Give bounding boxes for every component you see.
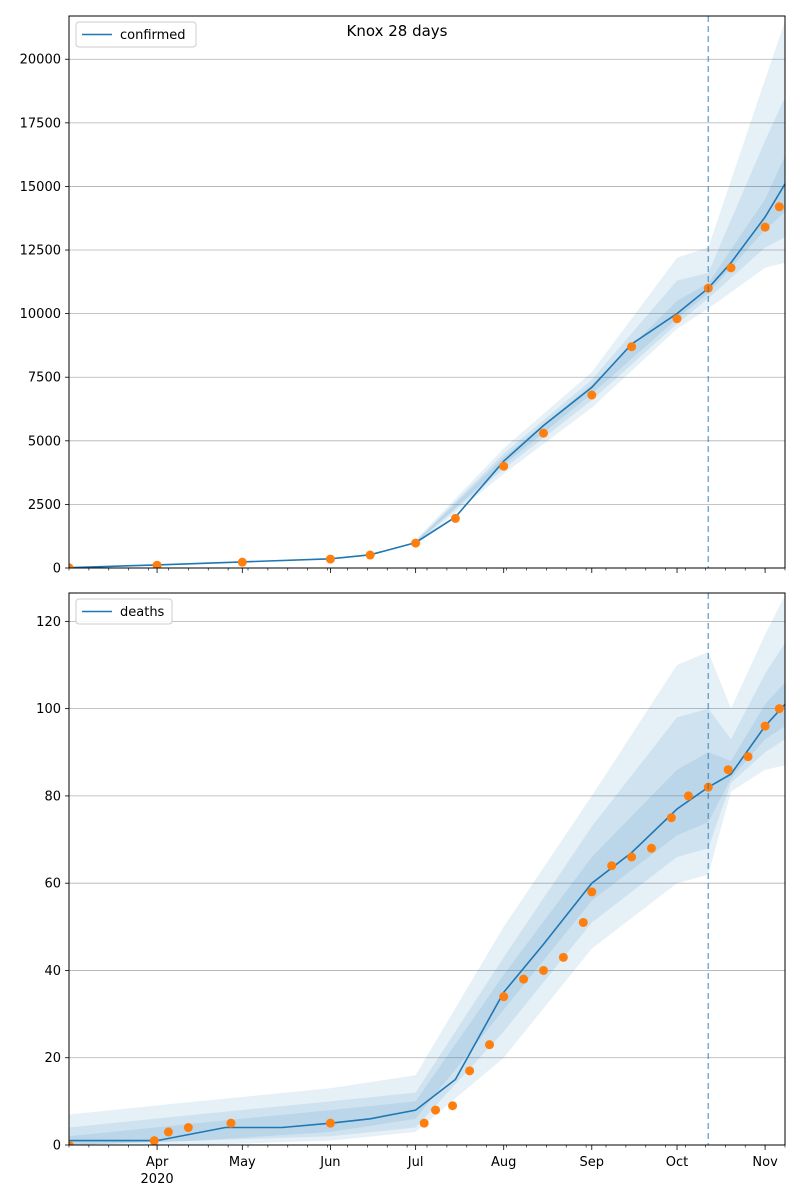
- x-tick-year-label: 2020: [141, 1172, 174, 1187]
- uncertainty-band: [69, 595, 785, 1145]
- observed-point: [419, 1118, 429, 1128]
- observed-point: [226, 1118, 236, 1128]
- y-tick-label: 2500: [28, 498, 61, 513]
- x-tick-label: Apr: [146, 1155, 169, 1170]
- observed-point: [587, 887, 597, 897]
- observed-point: [411, 538, 421, 548]
- observed-point: [237, 557, 247, 567]
- observed-point: [774, 202, 784, 212]
- y-tick-label: 0: [53, 1139, 61, 1154]
- legend-box: [75, 598, 173, 625]
- plot-area: [69, 21, 785, 568]
- observed-point: [538, 428, 548, 438]
- y-tick-label: 10000: [20, 307, 61, 322]
- y-tick-label: 100: [36, 702, 61, 717]
- y-tick-label: 0: [53, 562, 61, 577]
- observed-point: [365, 550, 375, 560]
- y-tick-label: 17500: [20, 116, 61, 131]
- y-tick-label: 12500: [20, 244, 61, 259]
- observed-point: [448, 1101, 458, 1111]
- observed-point: [485, 1040, 495, 1050]
- observed-point: [646, 843, 656, 853]
- observed-point: [587, 390, 597, 400]
- observed-point: [499, 461, 509, 471]
- observed-point: [627, 342, 637, 352]
- observed-point: [538, 965, 548, 975]
- observed-point: [69, 1140, 74, 1145]
- confirmed-panel: 0 2500 5000 7500 10000 12500 15000 17500 20000 co…: [20, 15, 786, 577]
- legend-box: [75, 21, 197, 48]
- y-tick-label: 20: [44, 1051, 61, 1066]
- plot-area: [69, 595, 785, 1145]
- y-tick-label: 5000: [28, 434, 61, 449]
- uncertainty-band: [415, 21, 785, 546]
- deaths-panel: 0 20 40 60 80 100 120 Apr 2020 May Jun Jul Aug Sep Oct…: [36, 592, 786, 1187]
- observed-point: [760, 721, 770, 731]
- observed-point: [607, 861, 617, 871]
- observed-point: [465, 1066, 475, 1076]
- legend-label: deaths: [120, 605, 165, 620]
- observed-point: [325, 554, 335, 564]
- y-tick-label: 120: [36, 615, 61, 630]
- observed-point: [450, 513, 460, 523]
- y-tick-label: 20000: [20, 53, 61, 68]
- observed-point: [149, 1136, 159, 1145]
- confirmed-model-line: [69, 183, 785, 568]
- legend-label: confirmed: [120, 28, 186, 43]
- y-tick-label: 80: [44, 789, 61, 804]
- observed-point: [69, 563, 74, 568]
- observed-point: [578, 917, 588, 927]
- y-tick-label: 7500: [28, 371, 61, 386]
- y-tick-label: 40: [44, 964, 61, 979]
- observed-point: [672, 314, 682, 324]
- observed-point: [627, 852, 637, 862]
- observed-point: [325, 1118, 335, 1128]
- x-tick-label: May: [229, 1155, 256, 1170]
- observed-point: [558, 952, 568, 962]
- observed-point: [743, 752, 753, 762]
- observed-point: [723, 765, 733, 775]
- observed-point: [519, 974, 529, 984]
- observed-point: [431, 1105, 441, 1115]
- x-tick-label: Oct: [666, 1155, 688, 1170]
- y-tick-label: 60: [44, 877, 61, 892]
- observed-point: [163, 1127, 173, 1137]
- observed-point: [683, 791, 693, 801]
- x-tick-label: Jul: [407, 1155, 424, 1170]
- observed-point: [760, 222, 770, 232]
- uncertainty-band: [415, 97, 785, 544]
- observed-point: [152, 560, 162, 568]
- observed-point: [726, 263, 736, 273]
- observed-point: [774, 704, 784, 714]
- y-tick-label: 15000: [20, 180, 61, 195]
- x-tick-label: Sep: [580, 1155, 605, 1170]
- observed-point: [666, 813, 676, 823]
- x-tick-label: Nov: [752, 1155, 778, 1170]
- observed-point: [499, 992, 509, 1002]
- x-tick-label: Aug: [491, 1155, 516, 1170]
- observed-point: [183, 1123, 193, 1133]
- chart-title: Knox 28 days: [347, 22, 448, 40]
- x-tick-label: Jun: [319, 1155, 340, 1170]
